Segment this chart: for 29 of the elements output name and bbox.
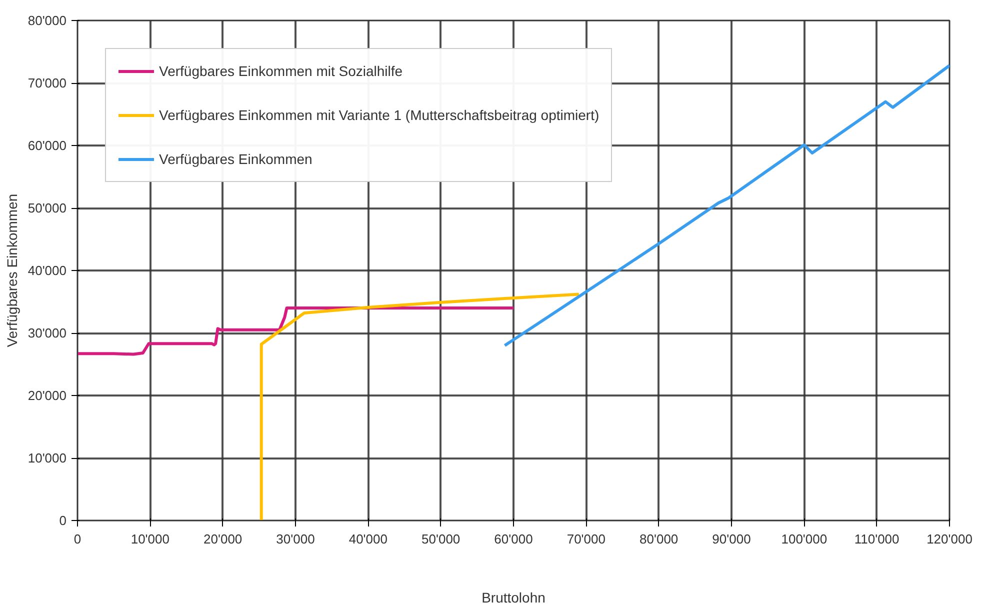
y-tick-label: 70'000 bbox=[28, 76, 67, 90]
y-tick-label: 0 bbox=[59, 513, 67, 528]
x-tick-label: 30'000 bbox=[276, 532, 315, 546]
y-tick-label: 80'000 bbox=[28, 13, 67, 28]
y-tick-label: 30'000 bbox=[28, 326, 67, 340]
legend-label: Verfügbares Einkommen bbox=[159, 150, 312, 169]
x-tick-label: 90'000 bbox=[712, 532, 751, 546]
line-series bbox=[260, 292, 580, 520]
y-tick-label: 40'000 bbox=[28, 263, 67, 278]
legend-label: Verfügbares Einkommen mit Sozialhilfe bbox=[159, 62, 403, 81]
x-tick-label: 50'000 bbox=[422, 532, 460, 546]
x-tick-label: 40'000 bbox=[348, 532, 388, 546]
y-tick-label: 60'000 bbox=[28, 138, 67, 153]
line-series bbox=[78, 306, 515, 356]
y-tick-label: 50'000 bbox=[28, 200, 67, 216]
y-tick-label: 10'000 bbox=[28, 450, 67, 466]
x-tick-label: 110'000 bbox=[854, 532, 900, 546]
x-tick-label: 80'000 bbox=[640, 532, 678, 546]
x-tick-label: 70'000 bbox=[566, 532, 606, 546]
x-tick-label: 20'000 bbox=[204, 532, 242, 546]
y-axis-title: Verfügbares Einkommen bbox=[4, 194, 20, 348]
x-axis-title: Bruttolohn bbox=[482, 590, 546, 606]
y-tick-label: 20'000 bbox=[28, 388, 67, 403]
x-tick-label: 0 bbox=[74, 532, 82, 546]
x-tick-label: 120'000 bbox=[926, 532, 972, 546]
legend-label: Verfügbares Einkommen mit Variante 1 (Mutterschaftsbeitrag optimiert) bbox=[159, 106, 600, 125]
x-tick-label: 10'000 bbox=[130, 532, 170, 546]
x-tick-label: 60'000 bbox=[494, 532, 533, 546]
x-tick-label: 100'000 bbox=[781, 532, 828, 546]
